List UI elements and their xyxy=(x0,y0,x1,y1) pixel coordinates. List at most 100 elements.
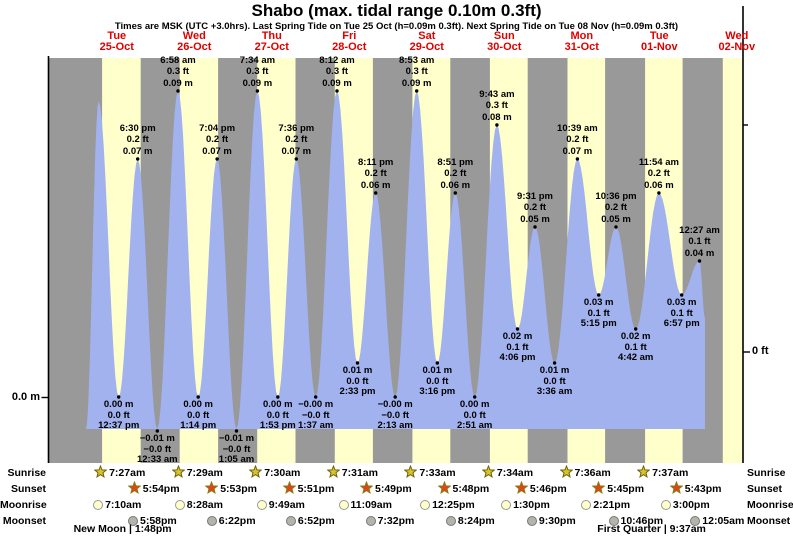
moonrise-icon xyxy=(174,500,185,510)
astro-event-sun-set: 5:51pm xyxy=(282,480,335,496)
day-date: 27-Oct xyxy=(254,41,289,53)
astro-event-time: 1:30pm xyxy=(513,499,550,511)
moonrise-icon xyxy=(256,500,267,510)
annotation-line: 0.1 ft xyxy=(506,341,529,353)
tide-annotation-high: 8:12 am 0.3 ft 0.09 m xyxy=(319,55,354,90)
annotation-line: 12:33 am xyxy=(136,454,178,465)
annotation-line: 0.3 ft xyxy=(325,65,349,77)
sunrise-icon xyxy=(481,464,496,481)
astro-event-time: 7:27am xyxy=(109,467,146,479)
astro-event-moon-rise: 8:28am xyxy=(174,498,223,512)
astro-event-time: 7:10am xyxy=(105,499,142,511)
annotation-line: 5:15 pm xyxy=(580,318,617,329)
day-label: Tue 01-Nov xyxy=(641,31,678,53)
annotation-line: 0.2 ft xyxy=(364,167,387,179)
annotation-line: 7:04 pm xyxy=(199,123,236,134)
annotation-line: 8:51 pm xyxy=(437,157,474,168)
day-label: Mon 31-Oct xyxy=(565,31,599,53)
moonrise-icon xyxy=(660,500,671,510)
astro-event-time: 6:52pm xyxy=(297,515,335,527)
annotation-line: −0.0 ft xyxy=(143,443,172,455)
sunrise-icon xyxy=(248,464,263,481)
sunrise-icon xyxy=(326,464,341,481)
annotation-line: 0.03 m xyxy=(666,297,697,308)
annotation-line: 0.09 m xyxy=(401,78,432,89)
astro-event-sun-set: 5:46pm xyxy=(514,480,567,496)
annotation-line: 0.2 ft xyxy=(523,201,547,213)
annotation-line: 0.0 ft xyxy=(266,409,289,421)
annotation-line: 0.0 ft xyxy=(346,375,369,387)
astro-event-time: 5:51pm xyxy=(297,483,335,495)
annotation-line: 0.3 ft xyxy=(246,65,269,77)
annotation-line: 0.07 m xyxy=(202,146,232,157)
moonset-icon xyxy=(690,516,701,526)
day-label: Sat 29-Oct xyxy=(410,31,444,53)
astro-event-time: 7:36am xyxy=(574,467,611,479)
annotation-line: 0.2 ft xyxy=(206,133,229,145)
tide-annotation-high: 9:43 am 0.3 ft 0.08 m xyxy=(479,89,514,124)
astro-event-moon-set: 5:58pm xyxy=(128,514,177,528)
tide-annotation-low: −0.00 m −0.0 ft 1:37 am xyxy=(298,399,333,432)
annotation-line: 0.2 ft xyxy=(126,133,149,145)
day-date: 26-Oct xyxy=(177,41,212,53)
astro-row-label-left: Sunrise xyxy=(7,467,46,479)
astro-event-time: 5:54pm xyxy=(142,483,180,495)
annotation-line: 0.0 ft xyxy=(187,409,210,421)
astro-event-time: 7:37am xyxy=(652,467,689,479)
annotation-line: −0.00 m xyxy=(377,399,413,410)
day-of-week: Sun xyxy=(493,30,515,42)
astro-event-sun-set: 5:48pm xyxy=(437,480,490,496)
annotation-line: 0.0 ft xyxy=(107,409,130,421)
tide-annotation-low: 0.00 m 0.0 ft 1:14 pm xyxy=(180,399,216,432)
astro-event-time: 7:29am xyxy=(186,467,223,479)
astro-row-label-right: Moonrise xyxy=(747,499,793,511)
annotation-line: 1:53 pm xyxy=(259,420,296,431)
day-label: Fri 28-Oct xyxy=(332,31,366,53)
astro-row-label-right: Sunrise xyxy=(747,467,786,479)
astro-event-time: 12:25pm xyxy=(432,499,475,511)
tide-annotation-low: 0.01 m 0.0 ft 3:36 am xyxy=(537,365,572,398)
astro-event-time: 5:48pm xyxy=(452,483,490,495)
tide-annotation-low: 0.01 m 0.0 ft 2:33 pm xyxy=(340,365,376,398)
tide-annotation-high: 10:39 am 0.2 ft 0.07 m xyxy=(557,123,598,158)
astro-event-sun-rise: 7:36am xyxy=(559,464,611,480)
moonset-icon xyxy=(365,516,376,526)
annotation-line: −0.0 ft xyxy=(301,409,330,421)
astro-event-moon-set: 7:32pm xyxy=(365,514,415,528)
annotation-line: 9:31 pm xyxy=(517,191,553,202)
moonrise-icon xyxy=(338,500,349,510)
annotation-line: 1:05 am xyxy=(218,454,255,465)
annotation-line: 0.05 m xyxy=(601,214,631,225)
day-label: Sun 30-Oct xyxy=(487,31,521,53)
annotation-line: 0.02 m xyxy=(502,331,533,342)
annotation-line: 0.00 m xyxy=(263,399,293,410)
tide-annotation-low: −0.01 m −0.0 ft 1:05 am xyxy=(218,433,255,466)
annotation-line: 0.06 m xyxy=(644,180,674,191)
annotation-line: 0.08 m xyxy=(482,112,512,123)
astro-event-time: 5:46pm xyxy=(529,483,567,495)
astro-event-time: 7:34am xyxy=(496,467,534,479)
annotation-line: 0.2 ft xyxy=(647,167,670,179)
annotation-line: −0.0 ft xyxy=(381,409,410,421)
astro-event-sun-rise: 7:29am xyxy=(171,464,223,480)
tide-annotation-high: 8:51 pm 0.2 ft 0.06 m xyxy=(437,157,474,192)
annotation-line: 0.1 ft xyxy=(587,307,610,319)
astro-event-moon-rise: 12:25pm xyxy=(420,498,475,512)
astro-row-label-left: Moonrise xyxy=(0,499,47,511)
annotation-line: 0.06 m xyxy=(440,180,471,191)
day-date: 25-Oct xyxy=(99,41,134,53)
moonrise-icon xyxy=(501,500,512,510)
astro-event-time: 8:28am xyxy=(186,499,223,511)
annotation-line: 0.00 m xyxy=(103,399,134,410)
astro-event-time: 7:32pm xyxy=(377,515,415,527)
astro-event-time: 7:33am xyxy=(419,467,456,479)
annotation-line: 0.04 m xyxy=(684,248,715,259)
astro-event-sun-rise: 7:30am xyxy=(248,464,300,481)
astro-event-time: 10:46pm xyxy=(620,515,664,527)
astro-event-sun-rise: 7:37am xyxy=(636,464,689,480)
annotation-line: 0.09 m xyxy=(242,78,273,89)
sunset-icon xyxy=(359,480,374,497)
day-date: 30-Oct xyxy=(487,41,522,53)
astro-event-time: 5:53pm xyxy=(220,483,257,495)
